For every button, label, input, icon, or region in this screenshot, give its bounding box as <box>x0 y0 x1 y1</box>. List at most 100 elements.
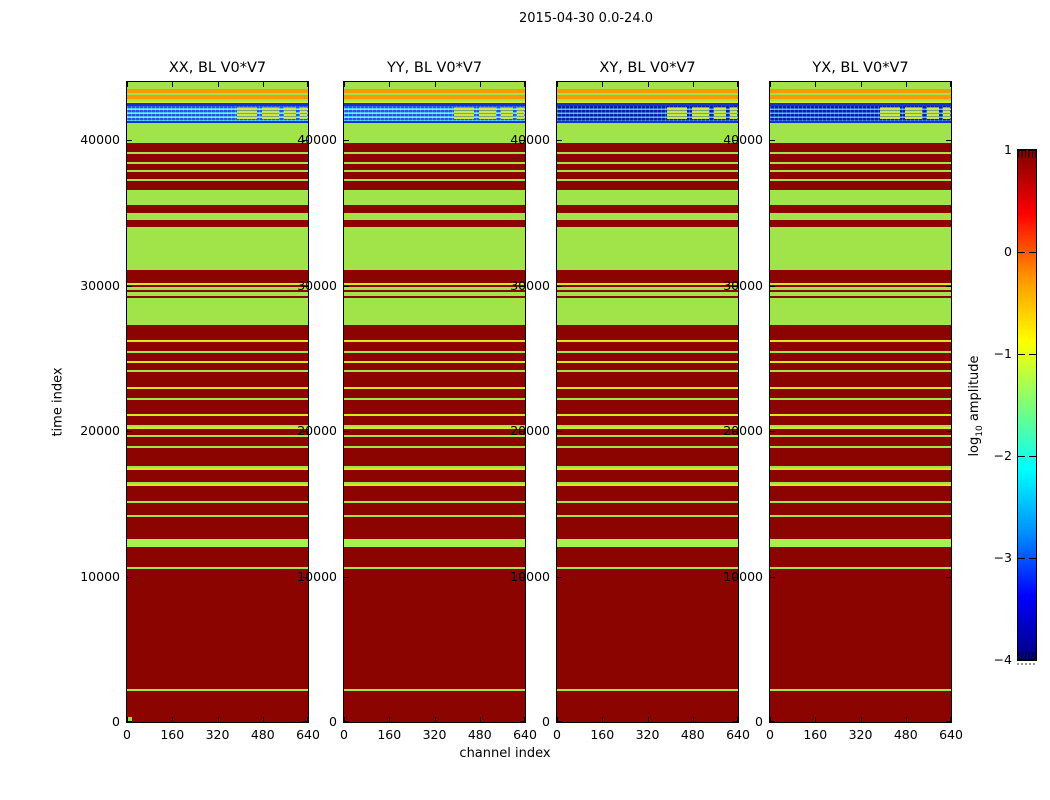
heatmap-band-green <box>770 93 951 96</box>
heatmap-band-green <box>344 351 525 354</box>
heatmap-band-yellow <box>770 427 951 430</box>
x-tick-label: 640 <box>296 727 320 742</box>
x-tick-label: 480 <box>680 727 705 742</box>
heatmap-band-red <box>557 172 738 179</box>
heatmap-band-red <box>557 517 738 540</box>
heatmap-band-red <box>770 220 951 227</box>
x-tick-bottom <box>602 717 604 722</box>
y-tick-label: 0 <box>329 714 337 729</box>
heatmap-band-red <box>557 154 738 162</box>
heatmap-band-red <box>127 181 308 190</box>
x-tick-top <box>389 82 391 87</box>
heatmap-band-green <box>557 151 738 154</box>
heatmap-band-orange <box>127 95 308 99</box>
heatmap-band-red <box>127 285 308 288</box>
panel-title-xx: XX, BL V0*V7 <box>168 60 267 76</box>
heatmap-band-red <box>557 502 738 516</box>
heatmap-band-green <box>127 445 308 448</box>
heatmap-band-green <box>127 93 308 96</box>
colorbar-tick-label: −1 <box>993 346 1012 361</box>
colorbar-tick-right <box>1029 456 1036 457</box>
heatmap-band-red <box>344 325 525 341</box>
heatmap-band-yellow <box>127 360 308 363</box>
heatmap-band-green <box>770 397 951 400</box>
heatmap-band-yellow <box>127 340 308 343</box>
heatmap-band-green <box>557 435 738 438</box>
y-tick-right <box>946 285 951 287</box>
heatmap-band-yellow <box>557 427 738 430</box>
x-tick-label: 160 <box>160 727 185 742</box>
heatmap-band-red <box>344 285 525 288</box>
x-tick-top <box>647 82 649 87</box>
x-tick-label: 0 <box>340 727 348 742</box>
heatmap-band-green <box>344 515 525 518</box>
heatmap-band-red <box>557 220 738 227</box>
heatmap-band-red <box>344 342 525 352</box>
x-tick-top <box>172 82 174 87</box>
heatmap-band-red <box>770 342 951 352</box>
heatmap-band-red <box>770 372 951 388</box>
heatmap-band-green <box>127 151 308 154</box>
heatmap-band-red <box>770 295 951 298</box>
heatmap-band-red <box>344 353 525 361</box>
heatmap-band-red <box>770 143 951 152</box>
heatmap-band-red <box>770 691 951 722</box>
colorbar-tick-left <box>1018 558 1025 559</box>
y-tick-label: 20000 <box>723 423 763 439</box>
y-tick-right <box>733 431 738 433</box>
heatmap-band-green <box>770 162 951 165</box>
heatmap-band-red <box>770 502 951 516</box>
heatmap-band-red <box>127 205 308 214</box>
heatmap-band-speckle <box>557 106 738 121</box>
y-tick-label: 20000 <box>297 423 337 439</box>
heatmap-band-red <box>344 205 525 214</box>
y-tick-right <box>303 721 308 722</box>
speckle-dither <box>557 106 738 121</box>
x-tick-top <box>307 82 308 87</box>
heatmap-band-green <box>770 122 951 144</box>
speckle-block <box>236 107 258 120</box>
heatmap-band-red <box>127 437 308 446</box>
x-tick-top <box>479 82 481 87</box>
colorbar-label: log10 amplitude <box>967 355 985 456</box>
heatmap-band-red <box>344 389 525 398</box>
heatmap-band-green <box>557 397 738 400</box>
x-tick-bottom <box>389 717 391 722</box>
x-tick-bottom <box>815 717 817 722</box>
heatmap-band-red <box>127 486 308 501</box>
heatmap-band-red <box>344 143 525 152</box>
heatmap-band-green <box>344 500 525 503</box>
heatmap-band-green <box>127 292 308 296</box>
heatmap-band-red <box>127 353 308 361</box>
y-tick-label: 40000 <box>297 132 337 148</box>
x-tick-bottom <box>172 717 174 722</box>
heatmap-band-green <box>557 292 738 296</box>
x-tick-top <box>770 82 771 87</box>
heatmap-band-green <box>770 227 951 270</box>
heatmap-band-green <box>127 287 308 290</box>
heatmap-band-red <box>557 205 738 214</box>
heatmap-band-green2 <box>127 539 308 547</box>
heatmap-band-red <box>127 415 308 426</box>
colorbar-tick-left <box>1018 252 1025 253</box>
heatmap-band-red <box>127 546 308 567</box>
x-tick-bottom <box>647 717 649 722</box>
x-tick-top <box>602 82 604 87</box>
heatmap-panel-yx <box>769 81 952 723</box>
heatmap-band-red <box>770 353 951 361</box>
heatmap-band-red <box>557 470 738 482</box>
heatmap-band-green <box>557 227 738 270</box>
heatmap-band-green <box>344 227 525 270</box>
y-tick-label: 20000 <box>80 423 120 439</box>
heatmap-band-green <box>344 292 525 296</box>
heatmap-band-red <box>344 172 525 179</box>
heatmap-band-red <box>344 470 525 482</box>
speckle-block <box>500 107 514 120</box>
heatmap-band-red <box>127 389 308 398</box>
heatmap-band-green <box>344 435 525 438</box>
heatmap-band-red <box>770 546 951 567</box>
y-tick-right <box>520 140 525 142</box>
heatmap-band-red <box>127 502 308 516</box>
colorbar-tick-right <box>1029 558 1036 559</box>
